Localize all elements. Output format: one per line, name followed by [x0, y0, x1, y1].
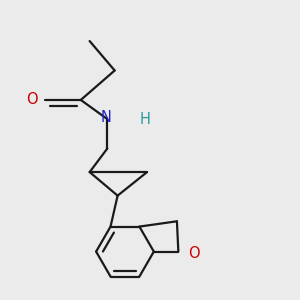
Text: O: O	[188, 246, 200, 261]
Text: N: N	[100, 110, 111, 125]
Text: O: O	[26, 92, 38, 107]
Text: H: H	[140, 112, 151, 127]
